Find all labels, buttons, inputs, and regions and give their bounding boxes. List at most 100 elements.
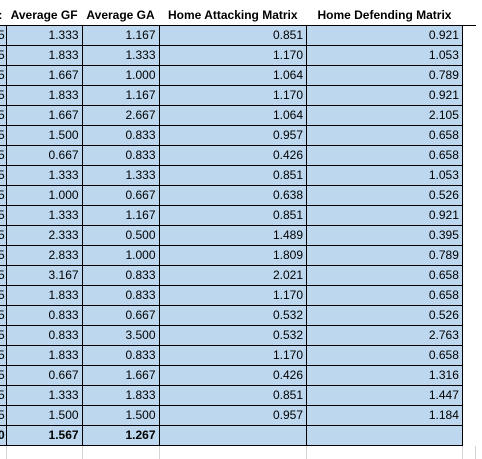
- home-attacking-matrix-cell[interactable]: 0.851: [158, 205, 308, 226]
- empty-cell[interactable]: [461, 65, 476, 86]
- average-ga-cell[interactable]: 1.500: [81, 405, 160, 426]
- home-defending-matrix-cell[interactable]: 0.789: [306, 65, 463, 86]
- home-attacking-matrix-cell[interactable]: 0.532: [158, 305, 308, 326]
- home-attacking-matrix-cell[interactable]: 0.957: [158, 405, 308, 426]
- average-gf-cell[interactable]: 0.667: [5, 145, 83, 166]
- average-ga-cell[interactable]: 0.833: [81, 145, 160, 166]
- home-attacking-matrix-cell[interactable]: 1.170: [158, 345, 308, 366]
- empty-cell[interactable]: [461, 125, 476, 146]
- empty-cell[interactable]: [461, 405, 476, 426]
- average-gf-cell[interactable]: 1.333: [5, 385, 83, 406]
- average-gf-cell[interactable]: 0.833: [5, 305, 83, 326]
- empty-cell[interactable]: [6, 445, 83, 459]
- empty-cell[interactable]: [306, 445, 463, 459]
- average-ga-cell[interactable]: 0.500: [81, 225, 160, 246]
- home-attacking-matrix-cell[interactable]: 1.170: [158, 45, 308, 66]
- home-defending-matrix-cell[interactable]: 0.658: [306, 345, 463, 366]
- average-gf-cell[interactable]: 1.833: [5, 45, 83, 66]
- home-defending-matrix-cell[interactable]: 1.053: [306, 165, 463, 186]
- average-ga-cell[interactable]: 0.833: [81, 345, 160, 366]
- empty-cell[interactable]: [461, 285, 476, 306]
- average-ga-cell[interactable]: 1.667: [81, 365, 160, 386]
- home-attacking-matrix-cell[interactable]: 2.021: [158, 265, 308, 286]
- average-ga-cell[interactable]: 1.167: [81, 25, 160, 46]
- average-gf-cell[interactable]: 2.833: [5, 245, 83, 266]
- empty-cell[interactable]: [461, 245, 476, 266]
- home-defending-matrix-cell[interactable]: 0.658: [306, 285, 463, 306]
- average-gf-cell[interactable]: 1.833: [5, 85, 83, 106]
- empty-cell[interactable]: [461, 365, 476, 386]
- average-gf-cell[interactable]: 1.667: [5, 105, 83, 126]
- home-defending-matrix-cell[interactable]: 0.658: [306, 145, 463, 166]
- home-defending-matrix-cell[interactable]: 0.526: [306, 185, 463, 206]
- average-ga-cell[interactable]: 1.000: [81, 65, 160, 86]
- average-ga-cell[interactable]: 0.667: [81, 185, 160, 206]
- average-gf-cell[interactable]: 1.833: [5, 285, 83, 306]
- home-defending-matrix-cell[interactable]: 0.921: [306, 25, 463, 46]
- average-ga-cell[interactable]: 1.833: [81, 385, 160, 406]
- empty-cell[interactable]: [461, 45, 476, 66]
- average-ga-cell[interactable]: 2.667: [81, 105, 160, 126]
- home-attacking-matrix-cell[interactable]: 0.426: [158, 365, 308, 386]
- empty-cell[interactable]: [461, 325, 476, 346]
- average-ga-cell[interactable]: 0.667: [81, 305, 160, 326]
- header-home-defending-matrix[interactable]: Home Defending Matrix: [306, 6, 463, 26]
- average-gf-cell[interactable]: 1.567: [5, 425, 83, 446]
- home-attacking-matrix-cell[interactable]: 1.064: [158, 65, 308, 86]
- empty-cell[interactable]: [461, 145, 476, 166]
- home-attacking-matrix-cell[interactable]: 0.851: [158, 25, 308, 46]
- average-gf-cell[interactable]: 1.333: [5, 165, 83, 186]
- home-defending-matrix-cell[interactable]: 1.316: [306, 365, 463, 386]
- average-ga-cell[interactable]: 0.833: [81, 265, 160, 286]
- home-attacking-matrix-cell[interactable]: 1.170: [158, 285, 308, 306]
- header-average-gf[interactable]: Average GF: [6, 6, 83, 26]
- empty-cell[interactable]: [461, 305, 476, 326]
- empty-cell[interactable]: [461, 85, 476, 106]
- average-gf-cell[interactable]: 1.333: [5, 25, 83, 46]
- average-ga-cell[interactable]: 1.267: [81, 425, 160, 446]
- average-ga-cell[interactable]: 1.167: [81, 205, 160, 226]
- home-defending-matrix-cell[interactable]: [306, 425, 463, 446]
- empty-cell[interactable]: [461, 225, 476, 246]
- empty-cell[interactable]: [461, 185, 476, 206]
- home-defending-matrix-cell[interactable]: 0.921: [306, 205, 463, 226]
- home-attacking-matrix-cell[interactable]: 1.809: [158, 245, 308, 266]
- empty-cell[interactable]: [461, 425, 476, 446]
- average-gf-cell[interactable]: 1.667: [5, 65, 83, 86]
- header-empty-cell[interactable]: [462, 6, 476, 26]
- home-attacking-matrix-cell[interactable]: [158, 425, 308, 446]
- empty-cell[interactable]: [461, 345, 476, 366]
- empty-cell[interactable]: [0, 445, 7, 459]
- average-gf-cell[interactable]: 1.833: [5, 345, 83, 366]
- header-average-ga[interactable]: Average GA: [82, 6, 160, 26]
- home-defending-matrix-cell[interactable]: 0.658: [306, 265, 463, 286]
- empty-cell[interactable]: [462, 445, 477, 459]
- home-defending-matrix-cell[interactable]: 0.921: [306, 85, 463, 106]
- average-gf-cell[interactable]: 1.500: [5, 125, 83, 146]
- home-defending-matrix-cell[interactable]: 0.789: [306, 245, 463, 266]
- home-defending-matrix-cell[interactable]: 2.763: [306, 325, 463, 346]
- home-defending-matrix-cell[interactable]: 0.395: [306, 225, 463, 246]
- average-ga-cell[interactable]: 1.000: [81, 245, 160, 266]
- empty-cell[interactable]: [461, 105, 476, 126]
- average-ga-cell[interactable]: 3.500: [81, 325, 160, 346]
- home-attacking-matrix-cell[interactable]: 1.489: [158, 225, 308, 246]
- empty-cell[interactable]: [461, 25, 476, 46]
- empty-cell[interactable]: [461, 205, 476, 226]
- home-attacking-matrix-cell[interactable]: 0.532: [158, 325, 308, 346]
- average-ga-cell[interactable]: 0.833: [81, 125, 160, 146]
- home-defending-matrix-cell[interactable]: 2.105: [306, 105, 463, 126]
- home-defending-matrix-cell[interactable]: 0.658: [306, 125, 463, 146]
- home-attacking-matrix-cell[interactable]: 1.064: [158, 105, 308, 126]
- home-defending-matrix-cell[interactable]: 1.447: [306, 385, 463, 406]
- average-ga-cell[interactable]: 1.167: [81, 85, 160, 106]
- empty-cell[interactable]: [159, 445, 308, 459]
- home-attacking-matrix-cell[interactable]: 0.851: [158, 385, 308, 406]
- home-attacking-matrix-cell[interactable]: 0.851: [158, 165, 308, 186]
- average-gf-cell[interactable]: 1.333: [5, 205, 83, 226]
- average-gf-cell[interactable]: 0.667: [5, 365, 83, 386]
- empty-cell[interactable]: [461, 385, 476, 406]
- home-attacking-matrix-cell[interactable]: 0.957: [158, 125, 308, 146]
- home-attacking-matrix-cell[interactable]: 0.426: [158, 145, 308, 166]
- average-gf-cell[interactable]: 3.167: [5, 265, 83, 286]
